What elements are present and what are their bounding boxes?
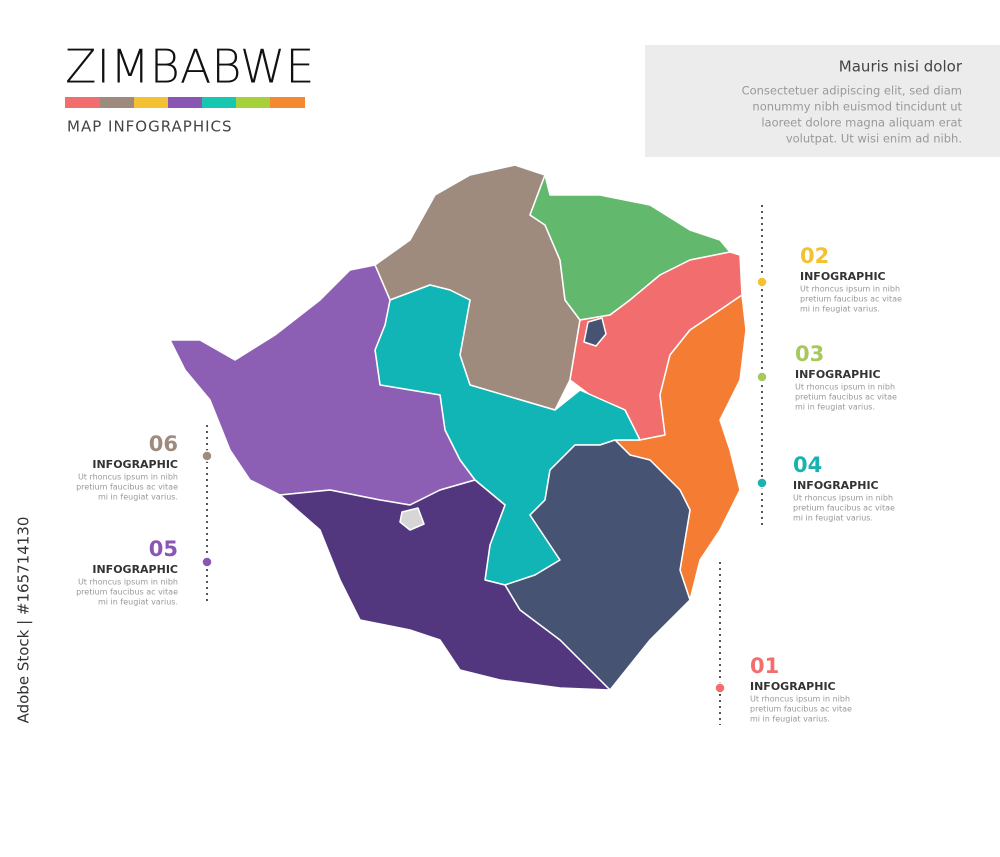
text-box-title: Mauris nisi dolor [839,58,963,76]
callout-line: pretium faucibus ac vitae [800,295,902,304]
callout-line: mi in feugiat varius. [98,598,178,607]
callout-line: mi in feugiat varius. [795,403,875,412]
callout-line: pretium faucibus ac vitae [750,705,852,714]
callout-line: pretium faucibus ac vitae [76,483,178,492]
callout-dot [201,556,213,568]
callout-number: 02 [800,244,829,268]
callout-label: INFOGRAPHIC [750,680,836,693]
callout-label: INFOGRAPHIC [793,479,879,492]
watermark: Adobe Stock | #165714130 [15,517,33,724]
text-box-line: volutpat. Ut wisi enim ad nibh. [786,132,962,146]
callout-line: mi in feugiat varius. [98,493,178,502]
callout-line: Ut rhoncus ipsum in nibh [793,494,893,503]
color-bar [65,97,305,108]
callout-number: 05 [149,537,178,561]
callout-dot [756,477,768,489]
callout-number: 01 [750,654,779,678]
text-box-body: Consectetuer adipiscing elit, sed diam no… [742,84,963,146]
callout-dot [714,682,726,694]
callout-line: Ut rhoncus ipsum in nibh [795,383,895,392]
callout-line: mi in feugiat varius. [800,305,880,314]
callout-number: 03 [795,342,824,366]
callout-line: Ut rhoncus ipsum in nibh [78,473,178,482]
callout-label: INFOGRAPHIC [795,368,881,381]
text-box-line: laoreet dolore magna aliquam erat [761,116,962,130]
callout-line: pretium faucibus ac vitae [76,588,178,597]
callout-line: pretium faucibus ac vitae [795,393,897,402]
subtitle: MAP INFOGRAPHICS [67,118,233,136]
callout-line: Ut rhoncus ipsum in nibh [800,285,900,294]
region [583,317,607,347]
callout-line: Ut rhoncus ipsum in nibh [750,695,850,704]
map [169,164,747,691]
text-box [645,45,1000,157]
callout-label: INFOGRAPHIC [92,563,178,576]
text-box-line: nonummy nibh euismod tincidunt ut [752,100,962,114]
callout-line: Ut rhoncus ipsum in nibh [78,578,178,587]
callout-line: mi in feugiat varius. [750,715,830,724]
region [169,264,476,506]
callout-dot [756,276,768,288]
callout-dot [756,371,768,383]
callout-label: INFOGRAPHIC [800,270,886,283]
callout-number: 06 [149,432,178,456]
callout-dot [201,450,213,462]
callout-line: mi in feugiat varius. [793,514,873,523]
callout-line: pretium faucibus ac vitae [793,504,895,513]
callout-number: 04 [793,453,822,477]
text-box-line: Consectetuer adipiscing elit, sed diam [742,84,962,98]
callout-label: INFOGRAPHIC [92,458,178,471]
region [279,479,611,691]
region [399,507,425,531]
title: ZIMBABWE [65,40,314,94]
